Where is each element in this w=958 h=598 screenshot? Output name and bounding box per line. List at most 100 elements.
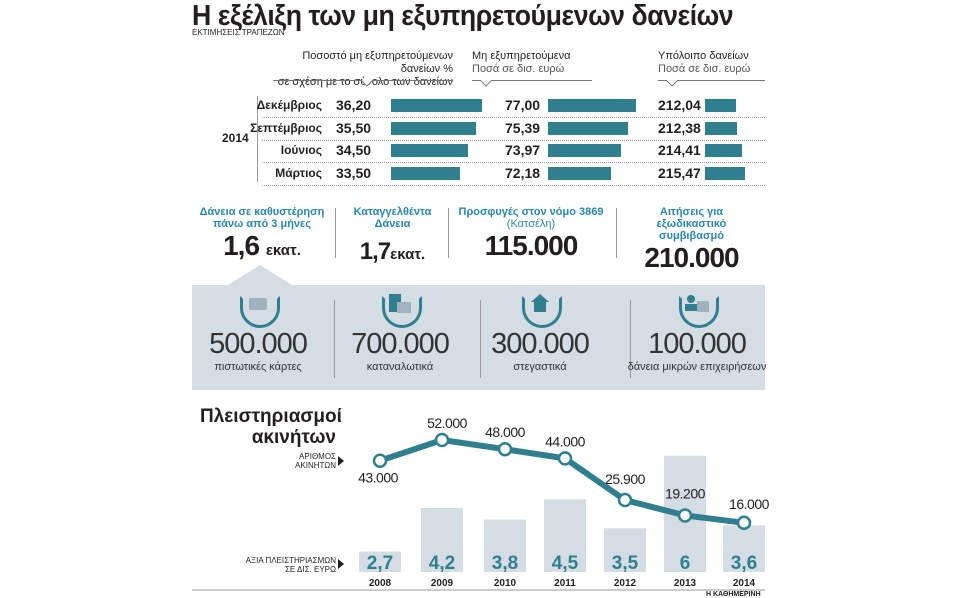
year-label: 2014 [222,131,249,145]
point-label: 52.000 [427,415,468,431]
loan-categories-panel [192,285,765,390]
house-icon [520,292,562,328]
bar-2014 [723,525,765,572]
line-point-2011 [557,451,573,466]
pct-value: 36,20 [336,97,372,113]
npl-value: 75,39 [505,119,541,136]
table-row: Δεκέμβριος 36,20 77,00 212,04 [257,95,765,118]
month-label: Ιούνιος [280,143,322,157]
npl-value: 77,00 [505,97,541,113]
year-tick: 2009 [431,578,454,589]
loans-value: 214,41 [658,142,701,158]
col3-header: Υπόλοιπο δανείων Ποσά σε δισ. ευρώ [658,50,765,87]
npl-value: 72,18 [505,164,541,181]
credit-card-icon [238,292,280,328]
line-point-2010 [497,441,513,457]
category-value: 100.000 [648,328,747,360]
table-row: Σεπτέμβριος 35,50 75,39 212,38 [250,118,765,141]
line-point-2013 [677,508,693,523]
stat-overdue: Δάνεια σε καθυστέρηση πάνω από 3 μήνες 1… [199,206,325,261]
loans-bar [705,144,743,157]
subtitle: ΕΚΤΙΜΗΣΕΙΣ ΤΡΑΠΕΖΩΝ [192,28,285,37]
category-label: πιστωτικές κάρτες [214,361,302,373]
pct-bar [391,144,468,157]
bar-label: 2,7 [367,553,393,574]
loans-bar [705,99,737,112]
year-bracket [257,96,258,182]
month-label: Δεκέμβριος [256,98,322,112]
bar-label: 4,2 [429,553,455,574]
category-value: 500.000 [209,328,308,360]
pct-value: 35,50 [336,119,372,136]
line-point-2012 [617,492,633,508]
bar-2008 [359,551,401,572]
bar-2011 [544,499,586,572]
shopping-bag-icon [380,292,422,328]
bar-2010 [484,519,526,572]
year-tick: 2011 [554,578,576,589]
bar-legend: ΑΞΙΑ ΠΛΕΙΣΤΗΡΙΑΣΜΩΝ ΣΕ ΔΙΣ. ΕΥΡΩ [245,556,336,574]
loan-category: 700.000 καταναλωτικά [330,292,470,373]
year-tick: 2008 [369,578,392,589]
line-legend: ΑΡΙΘΜΟΣ ΑΚΙΝΗΤΩΝ [295,452,336,470]
chart-title: Πλειστηριασμοί ακινήτων [200,406,342,448]
bar-label: 4,5 [552,553,579,574]
point-label: 19.200 [665,485,706,501]
col2-header-line1: Μη εξυπηρετούμενα [472,50,571,62]
stat-katseli: Προσφυγές στον νόμο 3869 (Κατσέλη) 115.0… [458,206,604,261]
loan-category: 100.000 δάνεια μικρών επιχειρήσεων [627,292,767,373]
point-label: 16.000 [729,496,770,512]
table-row: Μάρτιος 33,50 72,18 215,47 [262,163,765,186]
year-tick: 2013 [674,578,697,589]
month-label: Σεπτέμβριος [250,120,322,135]
npl-bar [548,166,612,180]
pct-bar [391,121,477,135]
npl-bar [548,144,621,157]
npl-value: 73,97 [505,142,541,158]
loans-value: 212,04 [658,97,701,113]
month-label: Μάρτιος [275,165,322,180]
col1-header-line1: Ποσοστό μη εξυπηρετούμενων δανείων % [302,50,453,75]
loans-value: 215,47 [658,164,701,181]
bar-2009 [421,508,463,572]
category-value: 700.000 [351,328,450,360]
page-title: Η εξέλιξη των μη εξυπηρετούμενων δανείων [192,0,734,32]
col3-header-line2: Ποσά σε δισ. ευρώ [658,63,751,75]
pct-value: 34,50 [336,142,372,158]
col3-header-line1: Υπόλοιπο δανείων [658,50,749,62]
point-label: 44.000 [545,433,586,449]
loan-category: 500.000 πιστωτικές κάρτες [188,292,328,373]
point-label: 43.000 [358,470,399,486]
line-point-2009 [434,432,450,448]
category-label: δάνεια μικρών επιχειρήσεων [627,361,767,373]
business-people-icon [677,292,719,328]
col2-header: Μη εξυπηρετούμενα Ποσά σε δισ. ευρώ [472,50,592,87]
bar-label: 3,6 [731,553,757,574]
loan-category: 300.000 στεγαστικά [470,292,610,373]
point-label: 48.000 [485,424,526,440]
bar-label: 3,8 [492,553,518,574]
pct-value: 33,50 [336,164,372,181]
col2-header-line2: Ποσά σε δισ. ευρώ [472,63,565,75]
year-tick: 2014 [733,578,756,589]
line-point-2008 [372,453,388,468]
npl-bar [548,99,637,112]
table-row: Ιούνιος 34,50 73,97 214,41 [262,140,765,163]
category-label: στεγαστικά [513,361,567,373]
source-label: Η ΚΑΘΗΜΕΡΙΝΗ [706,591,761,598]
point-label: 25.900 [605,471,646,487]
arrow-right-icon [338,559,344,569]
line-point-2014 [736,515,752,531]
category-value: 300.000 [491,328,590,360]
stat-terminated: Καταγγελθέντα Δάνεια 1,7εκατ. [353,206,432,265]
year-tick: 2012 [614,578,637,589]
year-tick: 2010 [494,578,517,589]
arrow-right-icon [338,456,344,466]
pct-bar [391,166,460,180]
col1-header: Ποσοστό μη εξυπηρετούμενων δανείων % σε … [273,50,453,89]
bar-2012 [604,528,646,572]
bottom-rule [192,589,765,591]
stat-settlement: Αιτήσεις για εξωδικαστικό συμβιβασμό 210… [644,206,739,273]
